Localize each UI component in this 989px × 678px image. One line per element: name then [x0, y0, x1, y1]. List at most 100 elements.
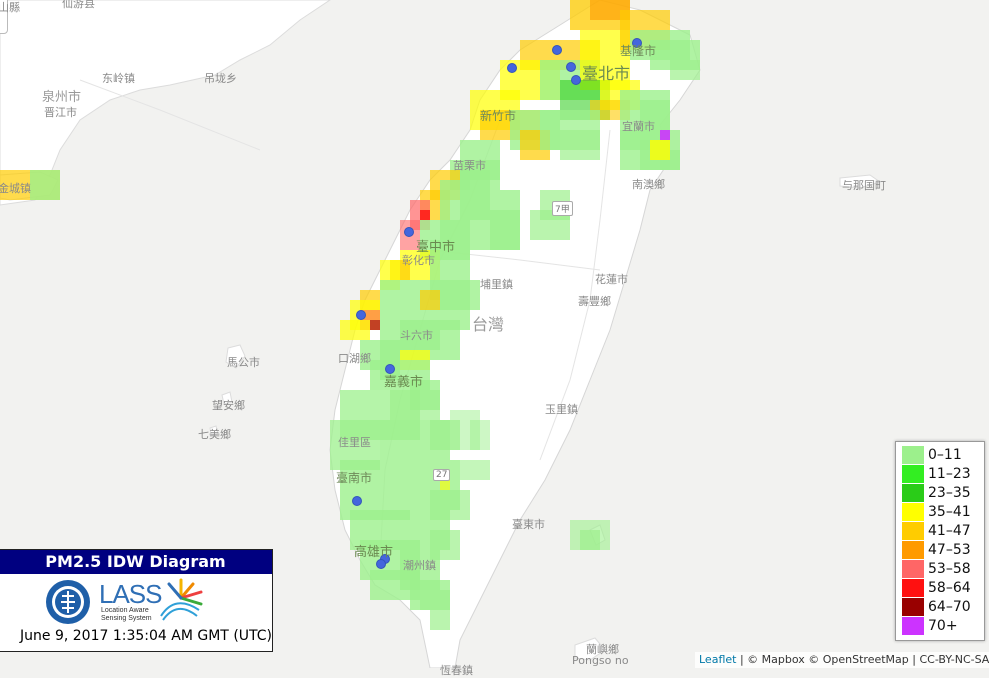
legend-swatch [902, 541, 924, 559]
sensor-marker-icon[interactable] [632, 38, 642, 48]
label-magong: 馬公市 [227, 356, 260, 369]
label-qimei: 七美鄉 [198, 428, 231, 441]
legend-label: 47–53 [928, 542, 971, 558]
legend-swatch [902, 446, 924, 464]
road-shield-27: 27 [433, 469, 451, 481]
sensor-marker-icon[interactable] [376, 559, 386, 569]
legend-row: 23–35 [902, 483, 982, 502]
label-tainan: 臺南市 [336, 471, 373, 485]
idw-cell [430, 490, 470, 520]
sensor-marker-icon[interactable] [356, 310, 366, 320]
label-changhua: 彰化市 [402, 254, 435, 267]
label-chaozhou: 潮州鎮 [403, 559, 436, 572]
sensor-marker-icon[interactable] [404, 227, 414, 237]
idw-cell [470, 420, 490, 450]
label-kouhu: 口湖鄉 [338, 352, 371, 365]
idw-cell [340, 320, 370, 340]
label-hsinchu: 新竹市 [480, 109, 517, 123]
legend-label: 70+ [928, 618, 958, 634]
idw-cell [370, 320, 380, 330]
idw-cell [660, 130, 670, 140]
lanyu-island [574, 637, 606, 661]
legend-swatch [902, 598, 924, 616]
idw-cell [420, 290, 440, 310]
label-wangan: 望安鄉 [212, 399, 245, 412]
label-taichung: 臺中市 [416, 240, 456, 255]
map-attribution: Leaflet | © Mapbox © OpenStreetMap | CC-… [695, 652, 989, 668]
label-kaohsiung: 高雄市 [354, 545, 394, 560]
legend-row: 58–64 [902, 578, 982, 597]
idw-cell [430, 610, 450, 630]
idw-cell [580, 530, 600, 550]
zoom-control[interactable] [0, 0, 8, 34]
legend-swatch [902, 617, 924, 635]
sensor-marker-icon[interactable] [552, 45, 562, 55]
idw-cell [650, 140, 670, 160]
idw-cell [670, 60, 700, 80]
label-county-edge: 山縣 [0, 1, 20, 14]
legend-row: 41–47 [902, 521, 982, 540]
label-jinjiang: 晋江市 [44, 106, 77, 119]
legend-label: 0–11 [928, 447, 962, 463]
legend-row: 11–23 [902, 464, 982, 483]
legend-swatch [902, 560, 924, 578]
idw-cell [420, 590, 450, 610]
sensor-marker-icon[interactable] [507, 63, 517, 73]
label-pongso: Pongso no [572, 654, 629, 667]
legend-label: 58–64 [928, 580, 971, 596]
legend-row: 35–41 [902, 502, 982, 521]
label-yonaguni: 与那国町 [842, 179, 886, 192]
sensor-markers [352, 38, 642, 569]
lass-logo-subtitle: Location Aware Sensing System [101, 607, 152, 623]
timestamp: June 9, 2017 1:35:04 AM GMT (UTC) [20, 628, 272, 644]
label-douliu: 斗六市 [400, 329, 433, 342]
idw-cell [490, 210, 520, 250]
legend-swatch [902, 579, 924, 597]
legend-row: 53–58 [902, 559, 982, 578]
idw-cell [390, 390, 440, 420]
idw-cell [460, 460, 490, 480]
legend-label: 23–35 [928, 485, 971, 501]
sensor-marker-icon[interactable] [385, 364, 395, 374]
road-shield-7a: 7甲 [552, 201, 573, 216]
lass-globe-icon [160, 578, 203, 621]
label-lanyu: 蘭嶼鄉 [586, 643, 619, 656]
label-jiali: 佳里區 [338, 436, 371, 449]
attribution-text: | © Mapbox © OpenStreetMap | CC-BY-NC-SA [736, 653, 989, 666]
label-yilan: 宜蘭市 [622, 120, 655, 133]
sensor-marker-icon[interactable] [352, 496, 362, 506]
idw-cell [30, 170, 60, 200]
label-hengchun: 恆春鎮 [440, 664, 473, 677]
sensor-marker-icon[interactable] [571, 75, 581, 85]
diagram-title: PM2.5 IDW Diagram [0, 550, 272, 574]
label-chiayi: 嘉義市 [384, 375, 424, 390]
legend-label: 35–41 [928, 504, 971, 520]
label-taipei: 臺北市 [582, 64, 631, 83]
legend-label: 64–70 [928, 599, 971, 615]
leaflet-link[interactable]: Leaflet [699, 653, 737, 666]
label-taiwan: 台灣 [472, 315, 505, 334]
academia-sinica-seal-icon [46, 580, 90, 624]
legend-label: 53–58 [928, 561, 971, 577]
label-puli: 埔里鎮 [480, 278, 513, 291]
label-hualien: 花蓮市 [595, 273, 628, 286]
legend-label: 11–23 [928, 466, 971, 482]
lass-subtitle-line: Sensing System [101, 615, 152, 622]
legend-row: 0–11 [902, 445, 982, 464]
legend-row: 64–70 [902, 597, 982, 616]
label-xianyou: 仙游县 [62, 0, 95, 10]
penghu-islands [209, 344, 246, 436]
lass-logo-text: LASS [99, 579, 162, 609]
label-shoufeng: 壽豐鄉 [578, 295, 611, 308]
label-yuli: 玉里鎮 [545, 403, 578, 416]
pm25-legend: 0–11 11–23 23–35 35–41 41–47 47–53 53–58… [895, 441, 985, 641]
idw-cell [560, 130, 600, 160]
lass-subtitle-line: Location Aware [101, 607, 149, 614]
label-miaoli: 苗栗市 [453, 159, 486, 172]
label-dongling: 东岭镇 [102, 72, 135, 85]
legend-swatch [902, 522, 924, 540]
legend-row: 47–53 [902, 540, 982, 559]
label-xinkeng: 吊垅乡 [204, 72, 237, 85]
sensor-marker-icon[interactable] [566, 62, 576, 72]
label-nanao: 南澳鄉 [632, 178, 665, 191]
